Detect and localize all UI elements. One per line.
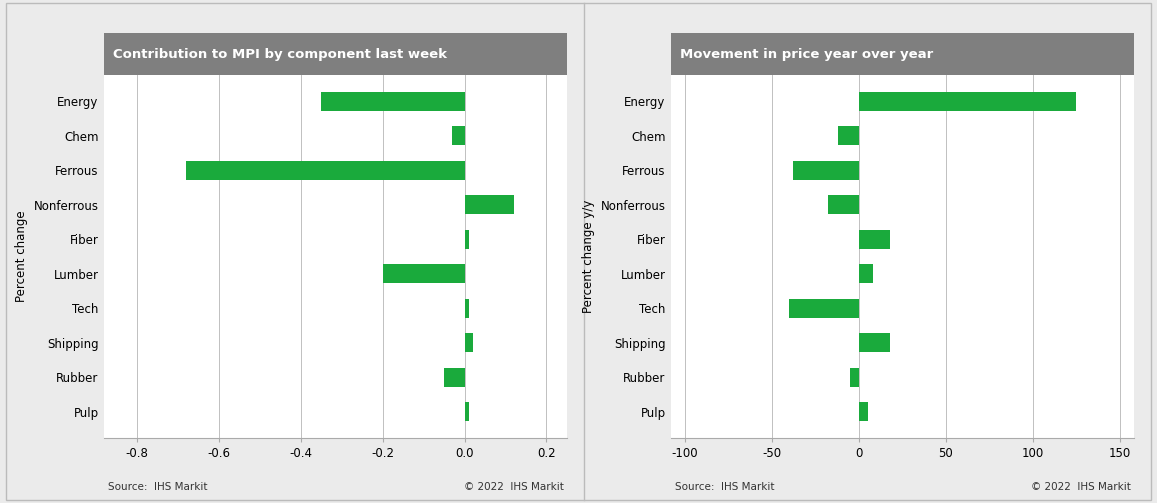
Bar [465, 402, 469, 421]
Bar [858, 402, 868, 421]
Text: © 2022  IHS Markit: © 2022 IHS Markit [464, 482, 563, 492]
Bar [444, 368, 465, 387]
Bar [383, 264, 465, 283]
Bar [465, 195, 514, 214]
Bar [452, 126, 465, 145]
Bar [465, 333, 473, 352]
Y-axis label: Percent change y/y: Percent change y/y [582, 200, 595, 313]
Text: © 2022  IHS Markit: © 2022 IHS Markit [1031, 482, 1130, 492]
Y-axis label: Percent change: Percent change [15, 211, 28, 302]
Text: Source:  IHS Markit: Source: IHS Markit [108, 482, 207, 492]
Bar [793, 161, 858, 180]
Bar [858, 264, 872, 283]
Bar [838, 126, 858, 145]
Bar [789, 299, 858, 318]
Bar [858, 333, 890, 352]
Bar [858, 230, 890, 249]
Bar [850, 368, 858, 387]
Bar [465, 299, 469, 318]
Bar [858, 92, 1076, 111]
Bar [322, 92, 465, 111]
Text: Movement in price year over year: Movement in price year over year [680, 48, 934, 60]
Bar [186, 161, 465, 180]
Bar [465, 230, 469, 249]
Text: Contribution to MPI by component last week: Contribution to MPI by component last we… [113, 48, 448, 60]
Bar [827, 195, 858, 214]
Text: Source:  IHS Markit: Source: IHS Markit [675, 482, 774, 492]
